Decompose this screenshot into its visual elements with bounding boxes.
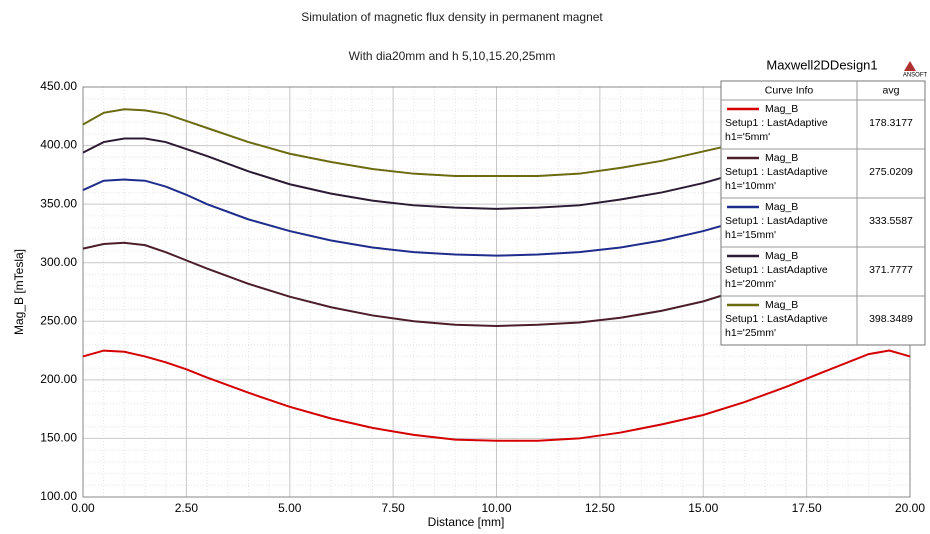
x-tick-label: 7.50 <box>381 501 405 515</box>
x-tick-label: 15.00 <box>688 501 718 515</box>
legend-param: h1='5mm' <box>725 131 770 143</box>
legend-header: Curve Info <box>765 84 814 96</box>
legend-name: Mag_B <box>765 103 798 115</box>
legend-header: avg <box>883 84 900 96</box>
x-tick-label: 0.00 <box>71 501 95 515</box>
legend-avg: 178.3177 <box>869 117 913 129</box>
logo-icon <box>904 61 916 71</box>
y-tick-label: 300.00 <box>40 255 77 269</box>
legend-avg: 371.7777 <box>869 264 913 276</box>
legend-setup: Setup1 : LastAdaptive <box>725 264 828 276</box>
legend-avg: 275.0209 <box>869 166 913 178</box>
x-tick-label: 2.50 <box>175 501 199 515</box>
design-name: Maxwell2DDesign1 <box>766 57 877 72</box>
legend-param: h1='10mm' <box>725 180 776 192</box>
legend-setup: Setup1 : LastAdaptive <box>725 117 828 129</box>
legend-name: Mag_B <box>765 201 798 213</box>
legend-avg: 398.3489 <box>869 313 913 325</box>
chart-subtitle: With dia20mm and h 5,10,15.20,25mm <box>349 49 556 63</box>
y-tick-label: 200.00 <box>40 372 77 386</box>
x-tick-label: 20.00 <box>895 501 925 515</box>
x-tick-label: 10.00 <box>481 501 511 515</box>
x-axis-label: Distance [mm] <box>428 515 505 529</box>
y-tick-label: 450.00 <box>40 79 77 93</box>
y-tick-label: 400.00 <box>40 138 77 152</box>
x-tick-label: 17.50 <box>792 501 822 515</box>
legend-param: h1='15mm' <box>725 229 776 241</box>
legend-setup: Setup1 : LastAdaptive <box>725 313 828 325</box>
legend-name: Mag_B <box>765 152 798 164</box>
legend-avg: 333.5587 <box>869 215 913 227</box>
y-axis-label: Mag_B [mTesla] <box>12 249 26 335</box>
legend-box <box>720 80 926 346</box>
legend-name: Mag_B <box>765 250 798 262</box>
y-tick-label: 100.00 <box>40 489 77 503</box>
logo-text: ANSOFT <box>903 73 928 79</box>
y-tick-label: 150.00 <box>40 431 77 445</box>
x-tick-label: 5.00 <box>278 501 302 515</box>
y-tick-label: 250.00 <box>40 313 77 327</box>
chart-title: Simulation of magnetic flux density in p… <box>301 10 603 24</box>
legend-name: Mag_B <box>765 299 798 311</box>
legend: Curve Info avg Mag_B Setup1 : LastAdaptive h… <box>720 80 926 346</box>
legend-param: h1='25mm' <box>725 327 776 339</box>
legend-setup: Setup1 : LastAdaptive <box>725 215 828 227</box>
x-tick-label: 12.50 <box>585 501 615 515</box>
legend-param: h1='20mm' <box>725 278 776 290</box>
data-line <box>82 349 911 442</box>
y-tick-label: 350.00 <box>40 196 77 210</box>
legend-setup: Setup1 : LastAdaptive <box>725 166 828 178</box>
